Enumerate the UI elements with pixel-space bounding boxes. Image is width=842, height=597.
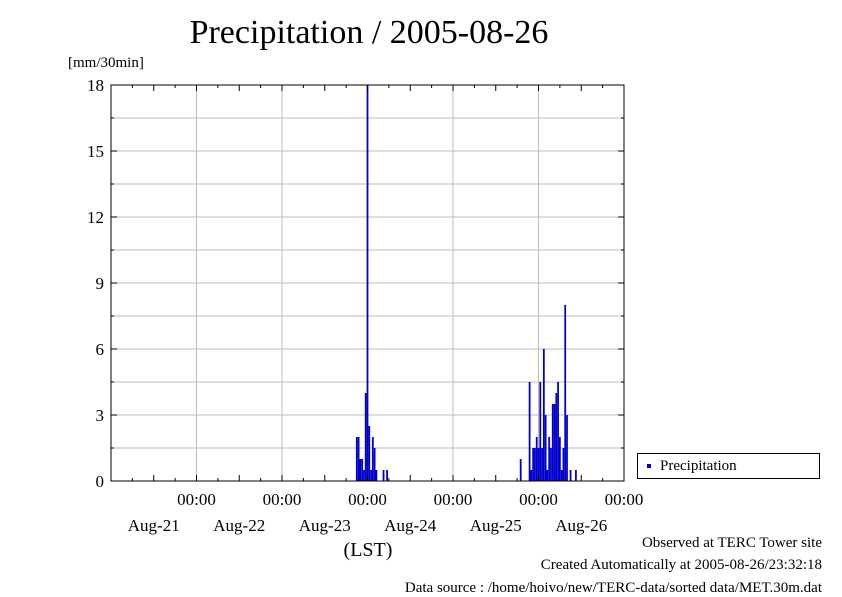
chart-title: Precipitation / 2005-08-26 [189,14,549,51]
precipitation-bar [534,448,536,481]
precipitation-bar [548,437,551,481]
precipitation-bar [359,459,362,481]
precipitation-bar [532,448,535,481]
precipitation-bar [530,470,533,481]
precipitation-bar [544,415,547,481]
precipitation-bar [519,459,522,481]
x-tick-date-label: Aug-25 [470,516,522,535]
precipitation-bar [364,393,367,481]
x-tick-time-label: 00:00 [348,490,387,509]
precipitation-bar [553,404,556,481]
precipitation-bar [575,470,577,481]
precipitation-bar [386,470,388,481]
precipitation-bar [558,437,561,481]
legend-swatch [647,464,651,468]
x-tick-time-label: 00:00 [519,490,558,509]
precipitation-bar [560,470,563,481]
y-tick-label: 9 [96,274,105,293]
precipitation-bar [542,349,545,481]
footer-source: Data source : /home/hoivo/new/TERC-data/… [404,580,822,596]
y-tick-label: 0 [96,472,105,491]
precipitation-bar [569,470,572,481]
precipitation-bar [562,448,565,481]
precipitation-bar [541,448,543,481]
precipitation-bar [366,85,369,481]
precipitation-bar [375,470,378,481]
x-tick-date-label: Aug-26 [555,516,607,535]
footer-observed: Observed at TERC Tower site [641,535,822,551]
precipitation-bar [564,305,567,481]
precipitation-bar [546,470,549,481]
x-tick-date-label: Aug-24 [384,516,436,535]
x-axis-label: (LST) [344,539,393,561]
y-tick-label: 12 [87,208,104,227]
precipitation-bar [555,393,558,481]
x-tick-date-label: Aug-23 [299,516,351,535]
precipitation-bar [535,437,538,481]
x-tick-time-label: 00:00 [177,490,216,509]
precipitation-bar [566,415,568,481]
x-tick-date-label: Aug-21 [128,516,180,535]
precipitation-bar [382,470,385,481]
x-tick-date-label: Aug-22 [213,516,265,535]
bar-series [355,85,577,481]
y-tick-label: 3 [96,406,105,425]
precipitation-bar [528,382,531,481]
axes [110,84,625,482]
y-tick-label: 6 [96,340,105,359]
precipitation-bar [557,382,559,481]
precipitation-bar [539,382,542,481]
precipitation-bar [551,404,554,481]
precipitation-bar [357,437,360,481]
precipitation-bar [363,470,365,481]
precipitation-bar [361,459,364,481]
precipitation-bar [550,448,552,481]
footer-created: Created Automatically at 2005-08-26/23:3… [540,557,822,573]
x-tick-time-label: 00:00 [434,490,473,509]
precipitation-bar [368,426,371,481]
precipitation-bar [537,448,540,481]
legend: Precipitation [637,453,820,479]
x-tick-time-label: 00:00 [263,490,302,509]
x-tick-time-label: 00:00 [605,490,644,509]
y-axis-unit-label: [mm/30min] [68,55,144,71]
precipitation-bar [355,437,358,481]
tick-labels: 0 3 6 9 12 15 18 00:00 Aug-21 00:00 Aug-22 00:00 Aug… [87,76,643,561]
y-tick-label: 18 [87,76,104,95]
y-tick-label: 15 [87,142,104,161]
precipitation-bar [370,470,372,481]
legend-label: Precipitation [660,458,737,474]
precipitation-bar [371,437,374,481]
precipitation-bar [373,448,376,481]
